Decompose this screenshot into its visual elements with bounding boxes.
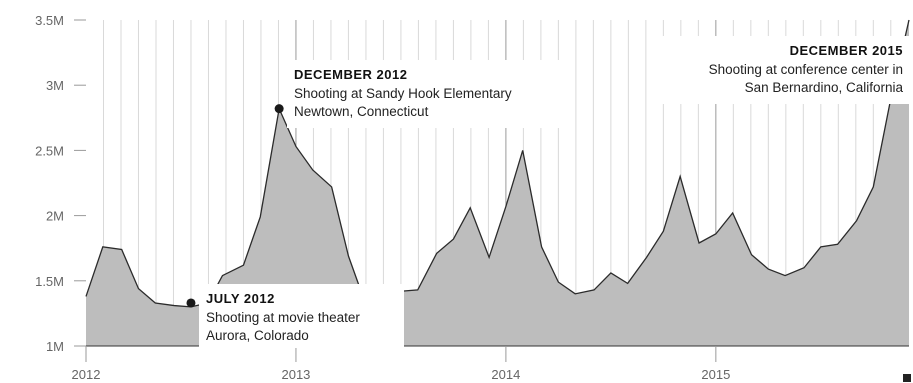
- axis-end-marker: [903, 374, 911, 382]
- y-tick-label: 1.5M: [35, 274, 64, 289]
- annotation-text: San Bernardino, California: [745, 80, 904, 95]
- x-tick-label: 2012: [72, 367, 101, 382]
- annotation-box: [199, 284, 404, 348]
- annotation-title: DECEMBER 2012: [294, 67, 407, 82]
- annotation-box: [287, 60, 566, 128]
- x-tick-label: 2014: [491, 367, 520, 382]
- x-tick-label: 2013: [281, 367, 310, 382]
- annotation-text: Shooting at conference center in: [709, 62, 903, 77]
- annotation-text: Shooting at movie theater: [206, 310, 360, 325]
- annotation-december-2012: DECEMBER 2012 Shooting at Sandy Hook Elem…: [274, 60, 566, 128]
- y-tick-label: 3.5M: [35, 13, 64, 28]
- y-tick-label: 3M: [46, 78, 64, 93]
- data-area: [85, 19, 910, 346]
- annotation-title: JULY 2012: [206, 291, 275, 306]
- annotation-marker: [186, 298, 196, 308]
- annotations: JULY 2012 Shooting at movie theater Aurora…: [186, 36, 913, 348]
- series-area: [86, 20, 909, 346]
- annotation-december-2015: DECEMBER 2015 Shooting at conference cent…: [659, 36, 913, 104]
- annotation-text: Aurora, Colorado: [206, 328, 309, 343]
- y-tick-label: 2.5M: [35, 143, 64, 158]
- annotation-july-2012: JULY 2012 Shooting at movie theater Aurora…: [186, 284, 404, 348]
- x-tick-label: 2015: [701, 367, 730, 382]
- annotation-text: Shooting at Sandy Hook Elementary: [294, 86, 512, 101]
- annotation-box: [659, 36, 913, 104]
- y-tick-label: 1M: [46, 339, 64, 354]
- annotation-text: Newtown, Connecticut: [294, 104, 429, 119]
- annotation-title: DECEMBER 2015: [790, 43, 903, 58]
- y-tick-label: 2M: [46, 209, 64, 224]
- annotation-marker: [274, 104, 284, 114]
- series-line: [85, 19, 910, 308]
